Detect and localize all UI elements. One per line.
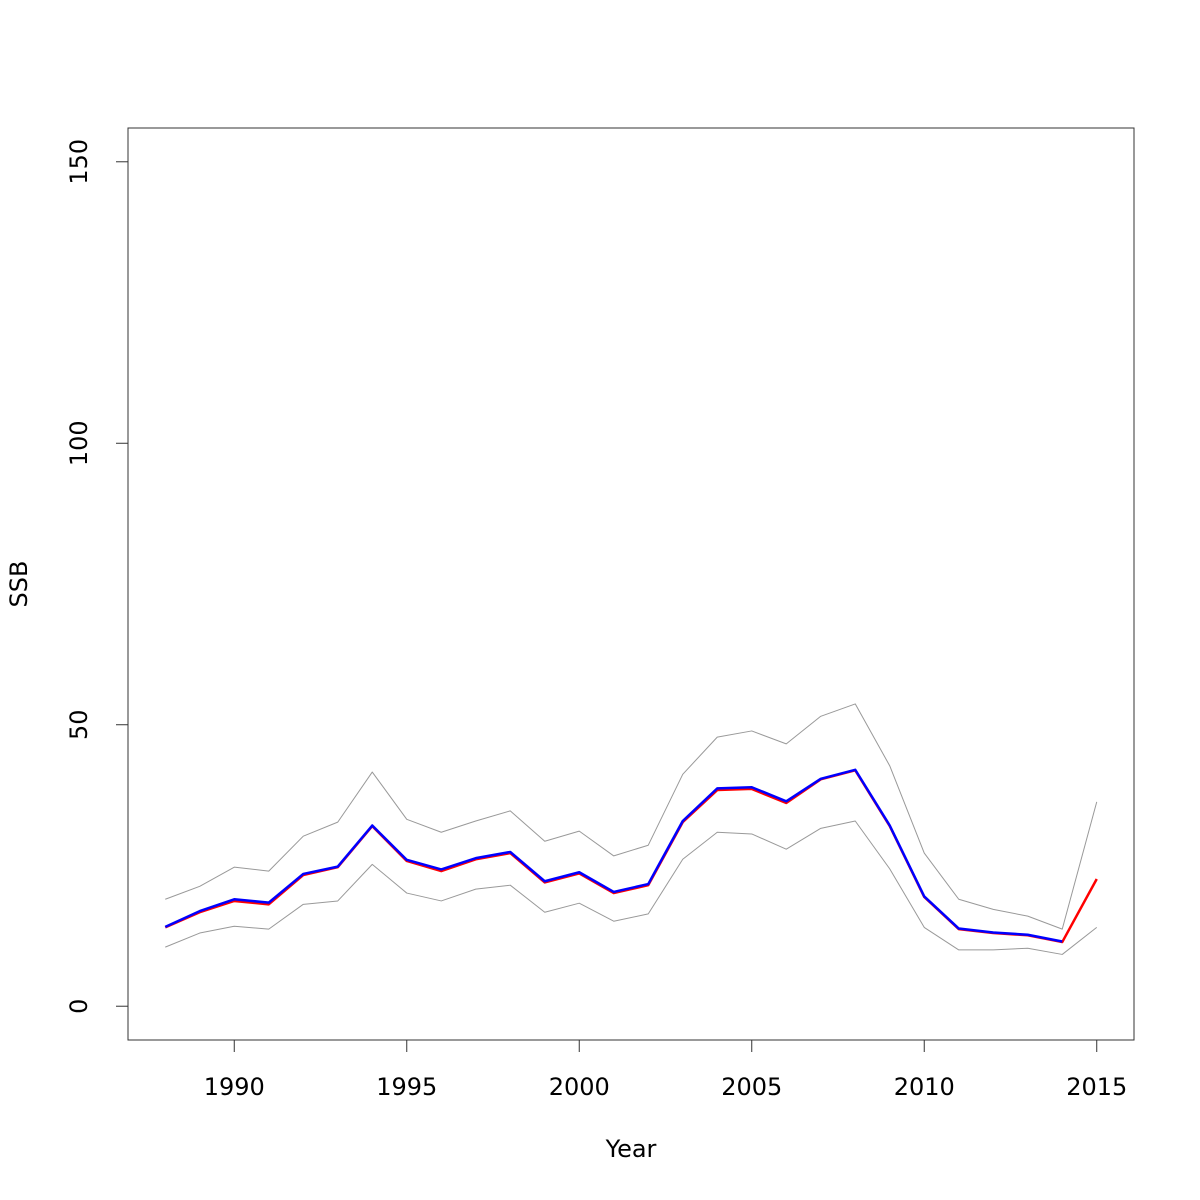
y-axis-label: SSB	[5, 561, 33, 608]
plot-box	[127, 127, 1135, 1041]
y-tick-label: 50	[65, 709, 93, 740]
x-tick-label: 1995	[376, 1073, 437, 1101]
series-line	[165, 820, 1098, 955]
y-tick-label: 100	[65, 420, 93, 466]
y-tick-label: 150	[65, 139, 93, 185]
x-tick-label: 2000	[549, 1073, 610, 1101]
x-tick-label: 1990	[204, 1073, 265, 1101]
series-line	[164, 768, 1063, 943]
series-line	[164, 769, 1098, 944]
x-tick-label: 2015	[1066, 1073, 1127, 1101]
x-tick-label: 2010	[894, 1073, 955, 1101]
x-tick-label: 2005	[721, 1073, 782, 1101]
y-tick-label: 0	[65, 999, 93, 1014]
x-axis-label: Year	[605, 1135, 657, 1163]
series-line	[165, 703, 1098, 930]
